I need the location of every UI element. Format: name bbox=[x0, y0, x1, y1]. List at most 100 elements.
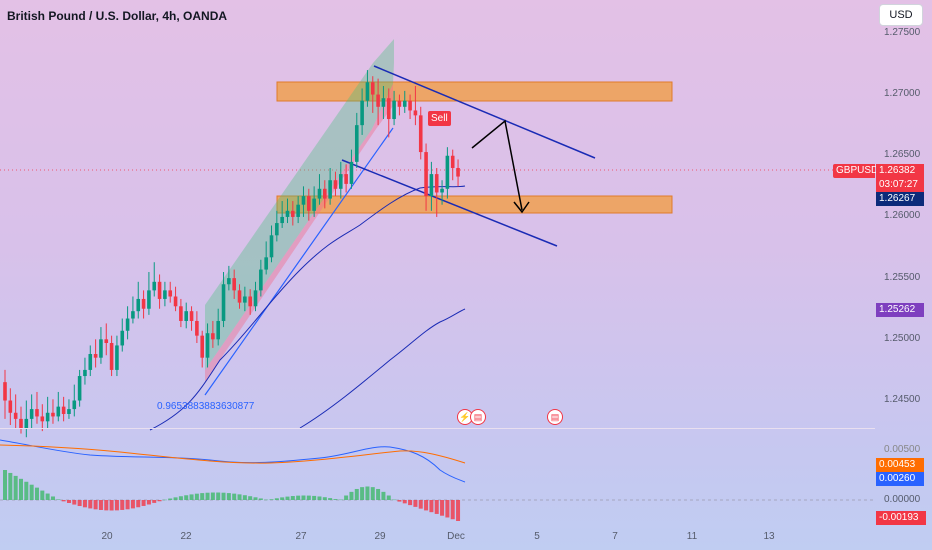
us-flag-event-icon[interactable]: ▤ bbox=[547, 409, 563, 425]
candle[interactable] bbox=[285, 210, 290, 217]
candle[interactable] bbox=[323, 188, 327, 199]
candle[interactable] bbox=[115, 345, 119, 370]
candle[interactable] bbox=[291, 210, 295, 217]
candle[interactable] bbox=[51, 412, 55, 417]
candle[interactable] bbox=[83, 369, 87, 377]
candle[interactable] bbox=[99, 339, 103, 358]
candle[interactable] bbox=[152, 281, 157, 291]
candle[interactable] bbox=[349, 161, 354, 184]
resistance-zone[interactable] bbox=[276, 81, 673, 102]
candle[interactable] bbox=[179, 306, 183, 321]
candle[interactable] bbox=[163, 290, 167, 299]
candle[interactable] bbox=[243, 296, 247, 303]
candle[interactable] bbox=[418, 115, 423, 153]
candle[interactable] bbox=[296, 204, 300, 217]
descending-lower-line[interactable] bbox=[341, 159, 558, 247]
candle[interactable] bbox=[200, 335, 205, 358]
candle[interactable] bbox=[8, 400, 13, 413]
currency-button[interactable]: USD bbox=[879, 4, 923, 26]
candle[interactable] bbox=[109, 343, 114, 370]
candle[interactable] bbox=[280, 216, 284, 224]
candle[interactable] bbox=[312, 198, 316, 211]
candle[interactable] bbox=[237, 290, 242, 303]
candle[interactable] bbox=[397, 100, 402, 107]
candle[interactable] bbox=[365, 82, 370, 101]
candle[interactable] bbox=[408, 100, 412, 111]
candle[interactable] bbox=[35, 409, 39, 417]
candle[interactable] bbox=[205, 333, 210, 358]
candle[interactable] bbox=[88, 354, 93, 370]
candle[interactable] bbox=[333, 180, 338, 189]
candle[interactable] bbox=[386, 98, 391, 120]
candle[interactable] bbox=[370, 82, 375, 95]
candle[interactable] bbox=[141, 298, 146, 309]
candle[interactable] bbox=[275, 223, 279, 236]
candle[interactable] bbox=[157, 281, 162, 299]
candle[interactable] bbox=[402, 100, 407, 107]
candle[interactable] bbox=[13, 412, 18, 419]
candle[interactable] bbox=[184, 311, 189, 321]
candle[interactable] bbox=[45, 412, 50, 422]
candle[interactable] bbox=[424, 152, 428, 197]
candle[interactable] bbox=[125, 318, 130, 331]
candle[interactable] bbox=[360, 100, 364, 126]
candle[interactable] bbox=[381, 98, 386, 107]
candle[interactable] bbox=[301, 196, 306, 205]
pane-separator[interactable] bbox=[0, 428, 875, 429]
candle[interactable] bbox=[338, 174, 343, 189]
candle[interactable] bbox=[72, 400, 77, 410]
candle[interactable] bbox=[189, 311, 194, 321]
candle[interactable] bbox=[3, 382, 7, 401]
candle[interactable] bbox=[354, 125, 359, 162]
candle[interactable] bbox=[147, 290, 151, 309]
candle[interactable] bbox=[264, 257, 268, 270]
candle[interactable] bbox=[67, 409, 71, 414]
candle[interactable] bbox=[19, 418, 23, 429]
candle[interactable] bbox=[168, 290, 173, 297]
candle[interactable] bbox=[456, 167, 460, 177]
candle[interactable] bbox=[307, 196, 311, 211]
us-flag-event-icon[interactable]: ▤ bbox=[470, 409, 486, 425]
candle[interactable] bbox=[24, 418, 29, 429]
candle[interactable] bbox=[450, 155, 455, 168]
candle[interactable] bbox=[173, 296, 178, 307]
sell-signal-badge[interactable]: Sell bbox=[428, 111, 451, 126]
candle[interactable] bbox=[221, 284, 226, 321]
candle[interactable] bbox=[429, 174, 434, 197]
candle[interactable] bbox=[248, 296, 252, 307]
candle[interactable] bbox=[136, 298, 141, 312]
projection-arrow[interactable] bbox=[471, 119, 523, 211]
candle[interactable] bbox=[195, 320, 199, 336]
candle[interactable] bbox=[104, 339, 109, 343]
candle[interactable] bbox=[445, 155, 450, 189]
candle[interactable] bbox=[216, 320, 220, 340]
ascending-trendline[interactable] bbox=[204, 127, 394, 396]
candle[interactable] bbox=[317, 188, 322, 199]
candle[interactable] bbox=[56, 406, 61, 417]
candle[interactable] bbox=[269, 235, 274, 258]
ascending-channel-lower[interactable] bbox=[205, 84, 393, 382]
candle[interactable] bbox=[40, 416, 45, 422]
candle[interactable] bbox=[227, 278, 231, 285]
candle[interactable] bbox=[392, 100, 396, 120]
candle[interactable] bbox=[259, 269, 263, 291]
candle[interactable] bbox=[253, 290, 258, 307]
candle[interactable] bbox=[93, 354, 98, 358]
candle[interactable] bbox=[328, 180, 332, 199]
candle[interactable] bbox=[413, 110, 418, 116]
candle[interactable] bbox=[29, 409, 34, 419]
candle[interactable] bbox=[131, 311, 135, 319]
candle[interactable] bbox=[440, 188, 444, 193]
candle[interactable] bbox=[434, 174, 439, 193]
descending-upper-line[interactable] bbox=[373, 65, 596, 159]
candle[interactable] bbox=[61, 406, 66, 414]
candle[interactable] bbox=[211, 333, 215, 340]
ascending-channel-upper[interactable] bbox=[205, 39, 394, 370]
candle[interactable] bbox=[376, 94, 380, 107]
candle[interactable] bbox=[120, 330, 125, 346]
candle[interactable] bbox=[77, 376, 82, 401]
support-zone[interactable] bbox=[276, 195, 673, 214]
candle[interactable] bbox=[232, 278, 236, 291]
candle[interactable] bbox=[344, 174, 348, 184]
